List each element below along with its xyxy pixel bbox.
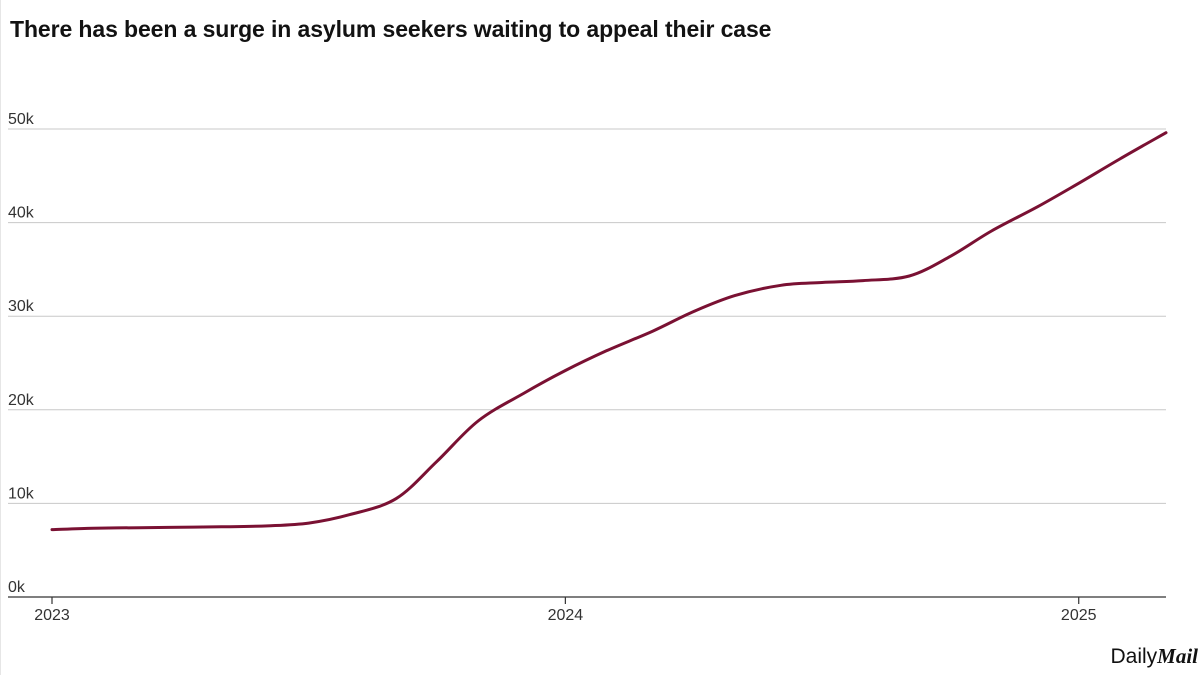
y-tick-label-50k: 50k — [8, 111, 35, 128]
x-tick-label-2025: 2025 — [1061, 607, 1097, 624]
series-lines — [50, 131, 1168, 532]
brand-logo: DailyMail — [1110, 644, 1198, 669]
y-tick-label-0k: 0k — [8, 579, 26, 596]
y-tick-label-10k: 10k — [8, 485, 35, 502]
gridlines — [8, 128, 1166, 504]
brand-daily-text: Daily — [1110, 645, 1158, 668]
x-tick-label-2024: 2024 — [548, 607, 584, 624]
brand-mail-text: Mail — [1157, 644, 1198, 668]
y-tick-label-30k: 30k — [8, 298, 35, 315]
x-tick-label-2023: 2023 — [34, 607, 70, 624]
x-axis: 2023 2024 2025 — [8, 596, 1166, 624]
left-border — [0, 0, 1, 675]
y-axis-labels: 0k 10k 20k 30k 40k 50k — [8, 111, 35, 596]
chart-title: There has been a surge in asylum seekers… — [10, 16, 772, 42]
y-tick-label-40k: 40k — [8, 205, 35, 222]
y-tick-label-20k: 20k — [8, 392, 35, 409]
series-line-0 — [50, 131, 1168, 532]
